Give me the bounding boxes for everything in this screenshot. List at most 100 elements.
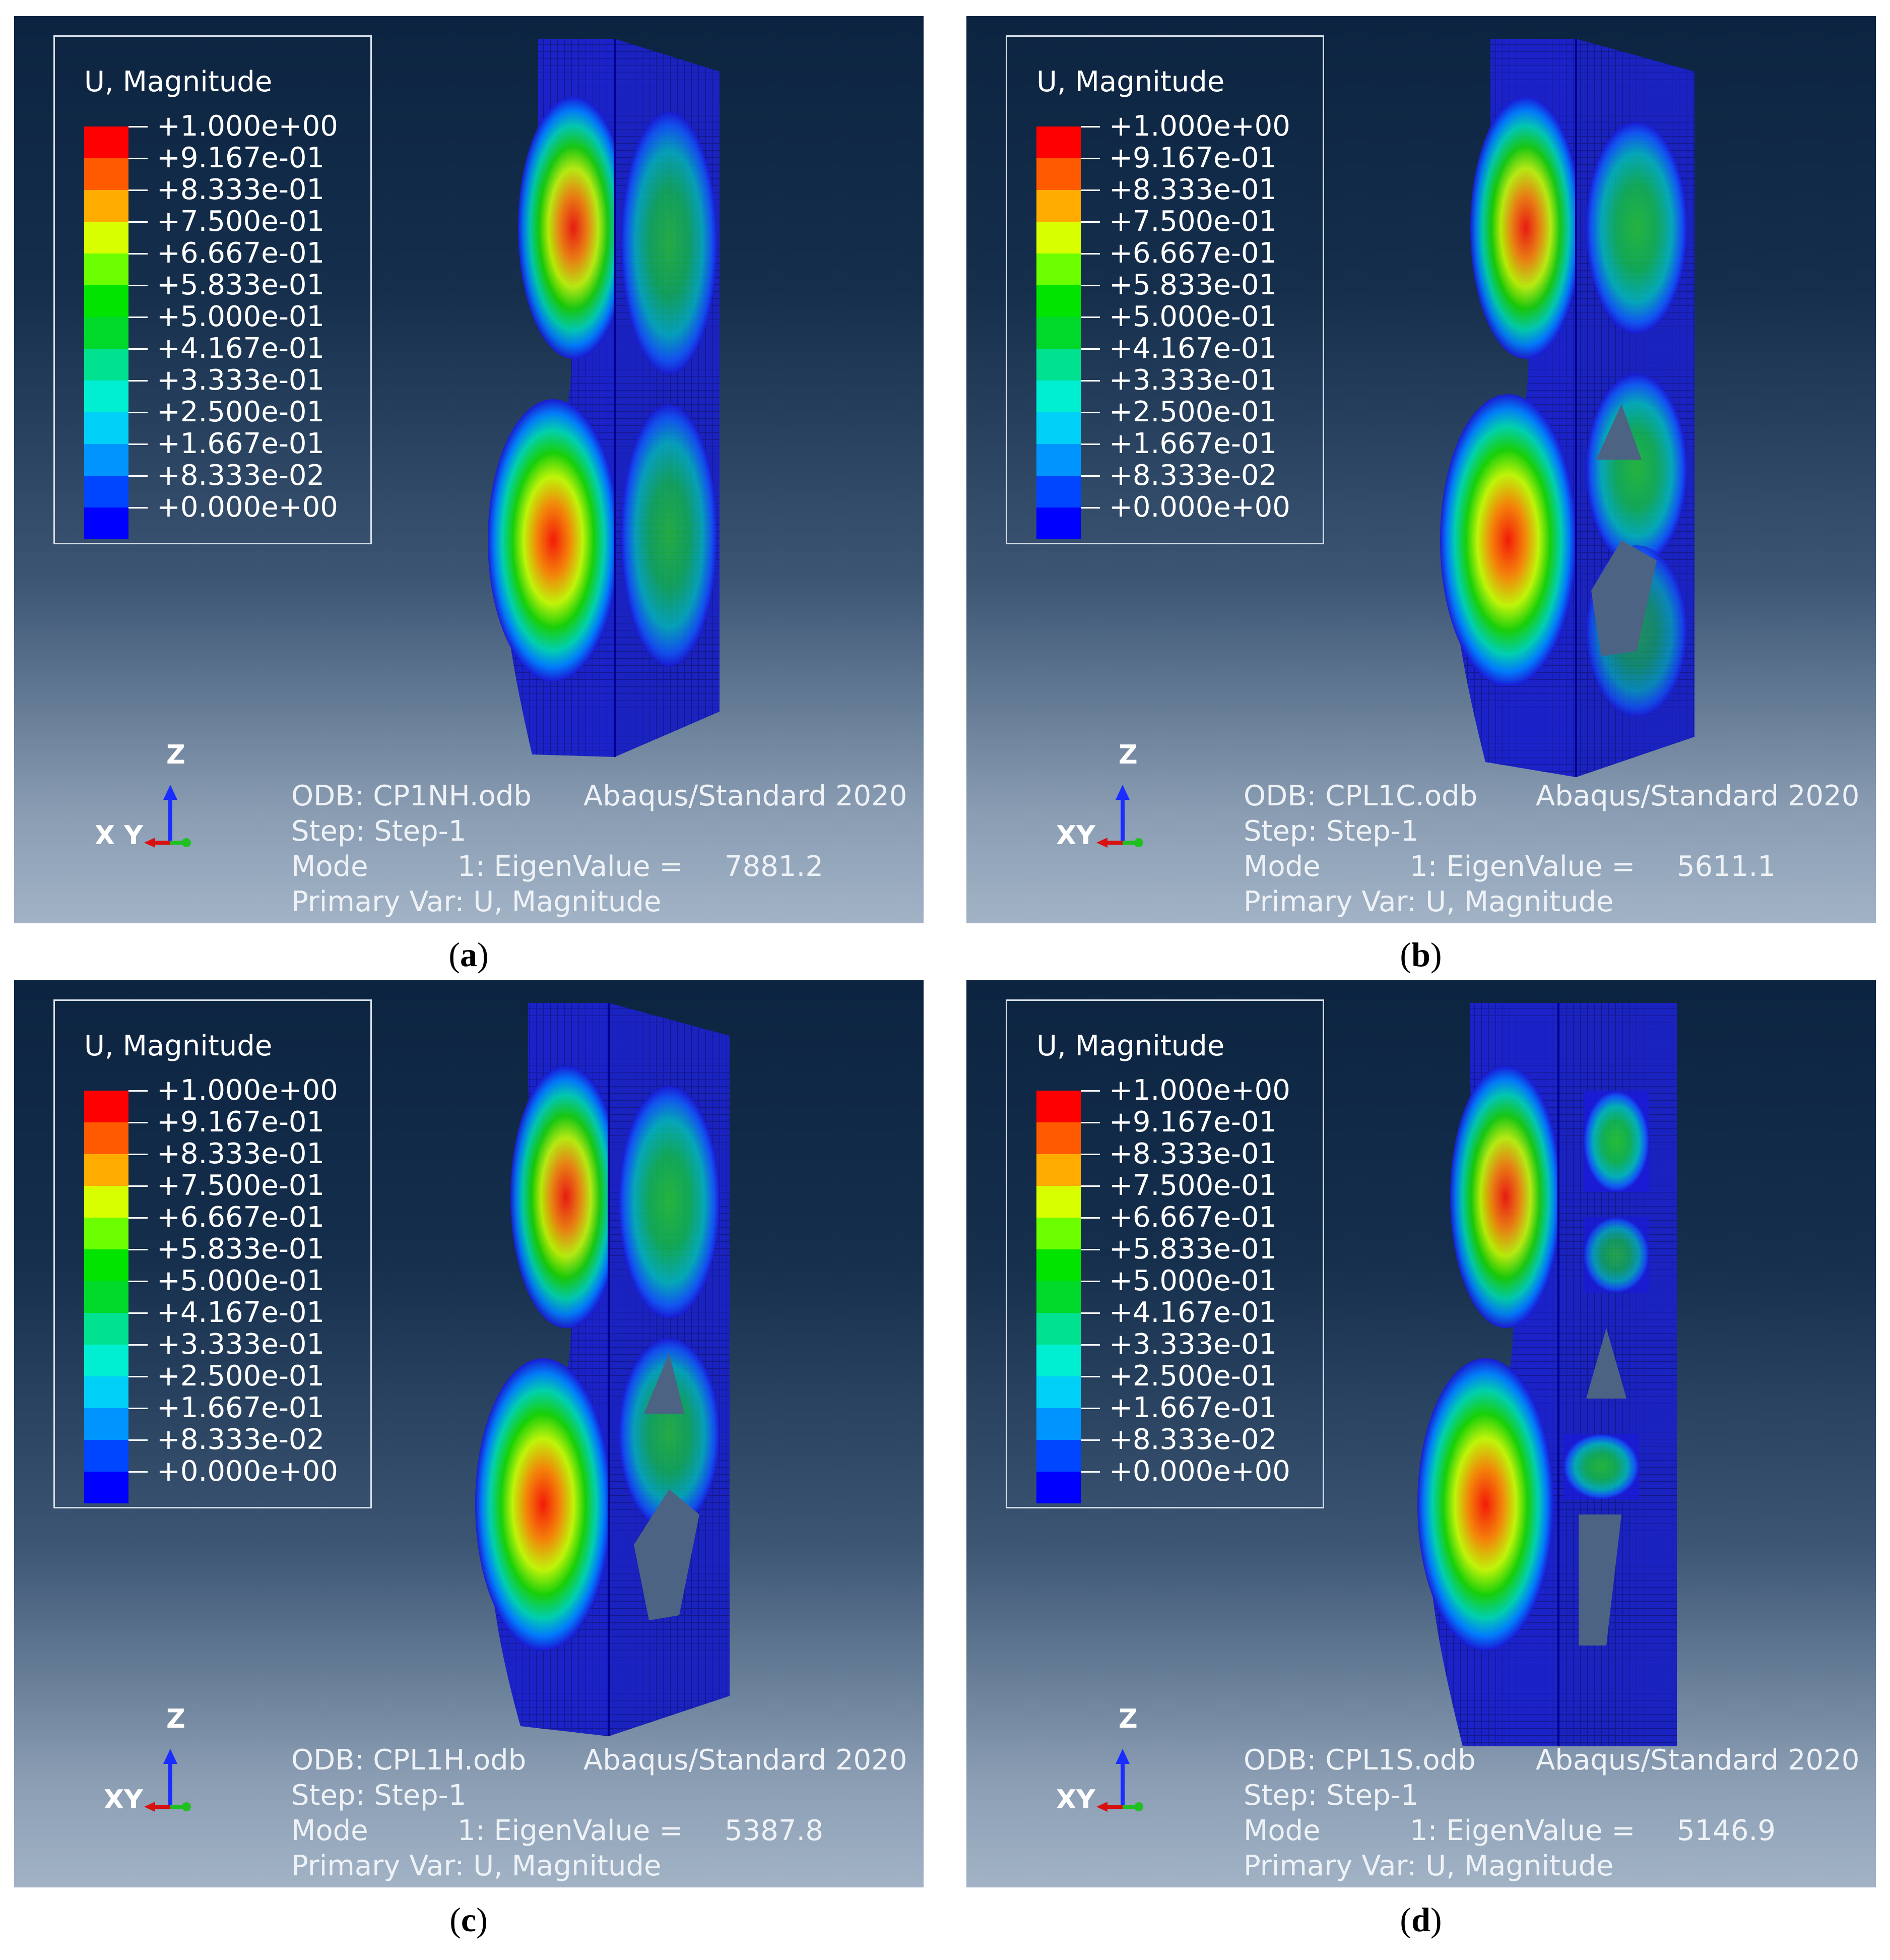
legend-tick <box>128 1471 148 1473</box>
legend-label: +8.333e-02 <box>157 459 325 492</box>
color-legend: U, Magnitude +1.000e+00 +9.167e-01 +8.333e… <box>53 35 372 544</box>
legend-label: +4.167e-01 <box>1109 332 1277 365</box>
legend-label: +7.500e-01 <box>157 205 325 238</box>
legend-tick <box>128 348 148 350</box>
odb-label: ODB: CP1NH.odb <box>291 780 532 812</box>
color-legend: U, Magnitude +1.000e+00 +9.167e-01 +8.333e… <box>53 999 372 1508</box>
legend-tick <box>1081 158 1100 159</box>
axis-triad-icon <box>1096 785 1143 848</box>
legend-swatch <box>84 381 128 412</box>
legend-swatch <box>84 1313 128 1345</box>
legend-label: +5.000e-01 <box>1109 1264 1277 1297</box>
legend-swatch <box>84 349 128 381</box>
legend-swatch <box>84 1281 128 1313</box>
legend-tick <box>128 1344 148 1346</box>
legend-swatch <box>1036 1122 1081 1154</box>
legend-tick <box>128 285 148 286</box>
legend-swatch <box>1036 1408 1081 1440</box>
legend-swatch <box>1036 412 1081 444</box>
legend-label: +8.333e-02 <box>1109 459 1277 492</box>
legend-label: +9.167e-01 <box>157 1106 325 1139</box>
mode-label: Mode <box>1244 850 1321 883</box>
legend-swatch <box>84 412 128 444</box>
software-label: Abaqus/Standard 2020 <box>583 1744 907 1777</box>
legend-tick <box>128 126 148 128</box>
legend-tick <box>1081 1312 1100 1314</box>
legend-swatch <box>1036 1376 1081 1408</box>
caption-b: (b) <box>1400 935 1442 974</box>
legend-swatch <box>84 1472 128 1503</box>
color-legend: U, Magnitude +1.000e+00 +9.167e-01 +8.333e… <box>1006 35 1324 544</box>
legend-tick <box>1081 1344 1100 1346</box>
legend-swatch <box>84 1154 128 1186</box>
legend-label: +9.167e-01 <box>157 142 325 174</box>
legend-swatch <box>84 1091 128 1122</box>
legend-swatch <box>1036 1154 1081 1186</box>
legend-swatch <box>84 1345 128 1376</box>
legend-swatch <box>84 222 128 254</box>
mode-label: Mode <box>1244 1814 1321 1847</box>
legend-tick <box>1081 444 1100 445</box>
legend-label: +5.000e-01 <box>157 1264 325 1297</box>
legend-tick <box>128 221 148 223</box>
legend-swatch <box>84 1249 128 1281</box>
legend-swatch <box>84 190 128 222</box>
software-label: Abaqus/Standard 2020 <box>1536 1744 1860 1777</box>
legend-label: +0.000e+00 <box>1109 1455 1290 1488</box>
legend-tick <box>1081 126 1100 128</box>
legend-label: +5.000e-01 <box>1109 300 1277 333</box>
legend-label: +9.167e-01 <box>1109 142 1277 174</box>
step-label: Step: Step-1 <box>1244 815 1419 848</box>
legend-label: +6.667e-01 <box>157 1201 325 1234</box>
caption-c: (c) <box>449 1901 488 1939</box>
legend-label: +1.667e-01 <box>157 427 325 460</box>
legend-swatch <box>1036 1091 1081 1122</box>
legend-tick <box>128 444 148 445</box>
legend-swatch <box>84 254 128 285</box>
deformed-column-model <box>488 39 720 757</box>
legend-label: +5.833e-01 <box>1109 269 1277 301</box>
legend-swatch <box>84 1408 128 1440</box>
legend-tick <box>128 1185 148 1187</box>
legend-swatch <box>1036 1313 1081 1345</box>
legend-label: +5.833e-01 <box>157 269 325 301</box>
legend-tick <box>1081 189 1100 191</box>
legend-tick <box>128 1154 148 1155</box>
legend-tick <box>128 1090 148 1092</box>
legend-tick <box>1081 1154 1100 1155</box>
legend-tick <box>128 380 148 382</box>
legend-label: +6.667e-01 <box>1109 237 1277 270</box>
panel-d: U, Magnitude +1.000e+00 +9.167e-01 +8.333e… <box>966 980 1876 1887</box>
odb-label: ODB: CPL1C.odb <box>1244 780 1478 812</box>
legend-tick <box>128 412 148 413</box>
legend-tick <box>128 1408 148 1409</box>
legend-label: +2.500e-01 <box>1109 396 1277 428</box>
caption-d: (d) <box>1400 1901 1442 1939</box>
legend-tick <box>1081 348 1100 350</box>
legend-tick <box>1081 1249 1100 1250</box>
legend-tick <box>1081 317 1100 318</box>
legend-tick <box>1081 1090 1100 1092</box>
legend-label: +2.500e-01 <box>157 1360 325 1393</box>
legend-label: +6.667e-01 <box>1109 1201 1277 1234</box>
legend-tick <box>1081 507 1100 509</box>
legend-swatch <box>84 476 128 508</box>
legend-tick <box>1081 380 1100 382</box>
legend-title: U, Magnitude <box>1036 66 1225 98</box>
legend-tick <box>128 1122 148 1123</box>
triad-xy-label: XY <box>1056 820 1095 851</box>
primary-var-label: Primary Var: U, Magnitude <box>291 1850 662 1882</box>
legend-tick <box>1081 253 1100 255</box>
legend-tick <box>128 1439 148 1441</box>
legend-label: +1.667e-01 <box>1109 427 1277 460</box>
axis-triad-icon <box>144 1749 191 1812</box>
legend-label: +1.000e+00 <box>157 1074 338 1107</box>
legend-label: +4.167e-01 <box>1109 1296 1277 1329</box>
legend-label: +1.000e+00 <box>1109 1074 1290 1107</box>
legend-tick <box>1081 1185 1100 1187</box>
legend-tick <box>128 1217 148 1219</box>
legend-label: +0.000e+00 <box>157 1455 338 1488</box>
legend-label: +8.333e-01 <box>157 1137 325 1170</box>
triad-z-label: Z <box>166 1704 185 1734</box>
legend-swatch <box>1036 444 1081 476</box>
